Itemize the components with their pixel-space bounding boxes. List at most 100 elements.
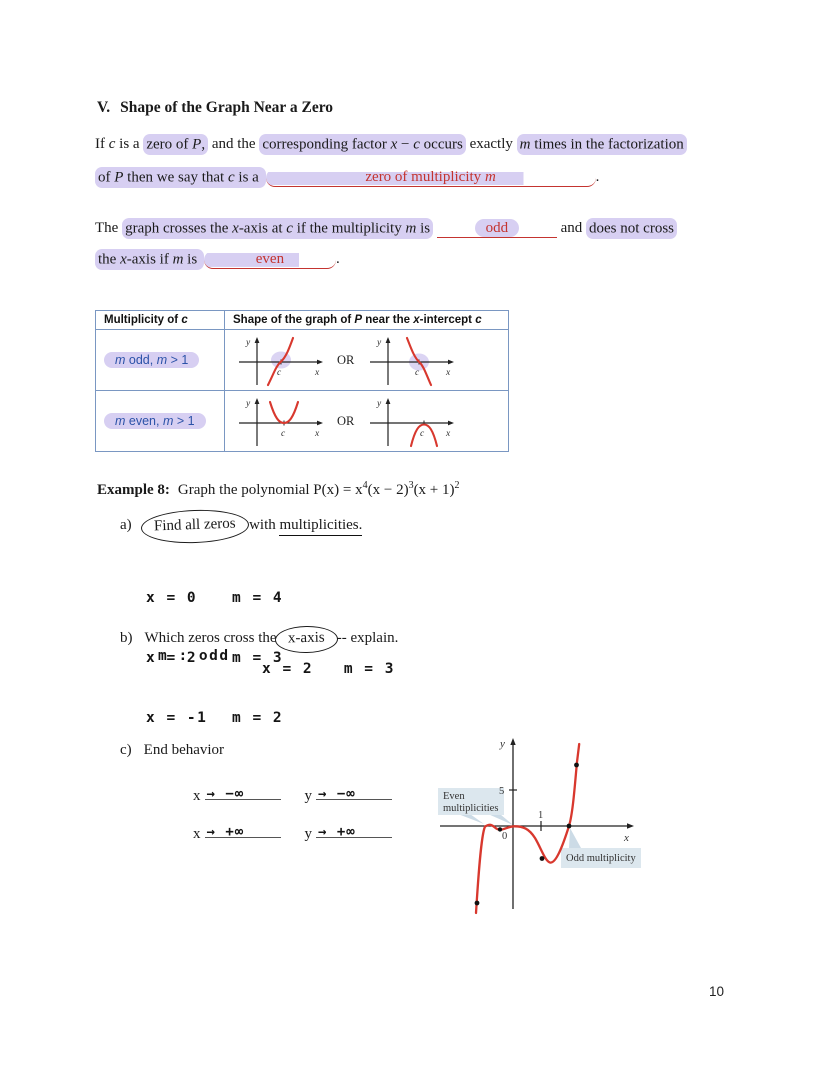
curve-point [574,762,579,768]
origin-label: 0 [502,831,507,842]
y-axis-label: y [499,738,505,750]
highlight: corresponding factor x − c occurs [259,133,466,155]
handwritten-answer: → −∞ [318,786,356,802]
text: Shape of the graph of [233,314,355,326]
curve-point [474,900,480,906]
text: > 1 [173,414,195,428]
text: x [413,314,420,326]
item-a-marker: a) [120,517,132,533]
highlight: m even, m > 1 [104,413,206,429]
text: near the [362,314,414,326]
y-tick-5: 5 [499,786,504,797]
exponent: 4 [362,480,368,491]
section-number: V. [97,99,111,116]
y-axis-label: y [245,399,251,409]
text: corresponding factor [262,136,391,152]
text: m [519,136,531,152]
text: the [98,251,121,267]
graph-odd-decreasing: y x c [370,336,455,387]
example-8-line: Example 8: Graph the polynomial P(x) = x4… [97,480,460,499]
x-axis-label: x [314,429,320,439]
text: is [183,251,201,267]
polynomial-graph-figure: Even multiplicities Odd multiplicity y x… [438,738,641,915]
end-behavior-row-1: x → −∞ y → −∞ [193,779,396,805]
text: -axis at [238,220,287,236]
even-multiplicities-label: multiplicities [443,803,498,814]
handwritten-m-odd: m : odd [158,648,230,664]
x-axis-label: x [445,429,451,439]
hand-circle: x-axis [275,625,339,654]
fill-in-blank-even: even [203,251,336,269]
text: graph crosses the [125,220,233,236]
text: m [162,414,174,428]
end-behavior-blank: → +∞ [204,817,281,840]
table-row-odd: m odd, m > 1 y x c OR [95,329,509,391]
zero-value: x = -1 [146,710,208,726]
end-behavior-row-2: x → +∞ y → +∞ [193,817,396,843]
table-row-even: m even, m > 1 y x c OR [95,390,509,452]
x-tick-1: 1 [538,810,543,821]
x-axis-label: x [445,368,451,378]
fill-in-blank-multiplicity: zero of multiplicity m [265,169,596,187]
text: even, [125,414,163,428]
section-heading: V. Shape of the Graph Near a Zero [97,99,333,117]
zero-line: x = 0 m = 4 [146,587,283,609]
exponent: 3 [408,480,414,491]
variable-x: x [193,788,201,804]
text: c [108,136,116,152]
text: Which zeros cross the [144,630,281,646]
text: End behavior [143,742,225,758]
text: P [354,314,363,326]
multiplicity-value: m = 4 [232,590,284,606]
text: x [232,220,239,236]
zero-value: x = 2 [146,650,198,666]
header-shape: Shape of the graph of P near the x-inter… [224,310,509,330]
multiplicity-table: Multiplicity of c Shape of the graph of … [95,310,509,452]
text: P [192,136,202,152]
variable-y: y [304,826,313,842]
row-label-odd: m odd, m > 1 [95,329,225,391]
row-label-even: m even, m > 1 [95,390,225,452]
text: m [115,414,126,428]
answer-text: odd [474,219,520,237]
highlight: graph crosses the x-axis at c if the mul… [122,217,434,239]
x-axis-label: x [623,832,629,844]
graphs-even: y x c OR y x c [224,390,509,452]
odd-label-box [561,848,641,868]
text: > 1 [167,353,189,367]
highlight: zero of P, [143,133,209,155]
c-label: c [277,368,282,378]
crossing-rule-paragraph: The graph crosses the x-axis at c if the… [95,213,755,275]
item-b-marker: b) [120,630,133,646]
y-axis-label: y [376,399,382,409]
answer-text: zero of multiplicity [365,169,485,185]
graph-even-below: y x c [370,398,455,448]
y-axis-label: y [376,338,382,348]
variable-y: y [304,788,313,804]
end-behavior-blank: → +∞ [316,817,392,840]
handwritten-zeros: x = 0 m = 4 x = 2 m = 3 x = -1 m = 2 [146,549,283,767]
example-label: Example 8: [97,482,170,498]
answer-text: even [255,251,285,267]
text: -intercept [419,314,476,326]
text: Graph the polynomial P(x) = x [177,482,363,498]
text: x-axis [288,629,326,647]
text: , [201,136,206,152]
c-label: c [415,368,420,378]
text: − [397,136,414,152]
text: -axis if [126,251,173,267]
text: -- explain. [332,630,399,646]
or-label: OR [337,352,355,367]
item-c-marker: c) [120,742,132,758]
text: Multiplicity of [104,314,182,326]
graph-odd-increasing: y x c [239,336,323,387]
text: then we say that [123,169,228,185]
text: is [416,220,431,236]
highlight: m odd, m > 1 [104,352,200,368]
text: if the multiplicity [292,220,406,236]
text: does not cross [589,220,674,236]
text: c [413,136,420,152]
end-behavior-blank: → −∞ [316,779,392,802]
handwritten-answer: → +∞ [206,824,245,840]
text: x [390,136,398,152]
